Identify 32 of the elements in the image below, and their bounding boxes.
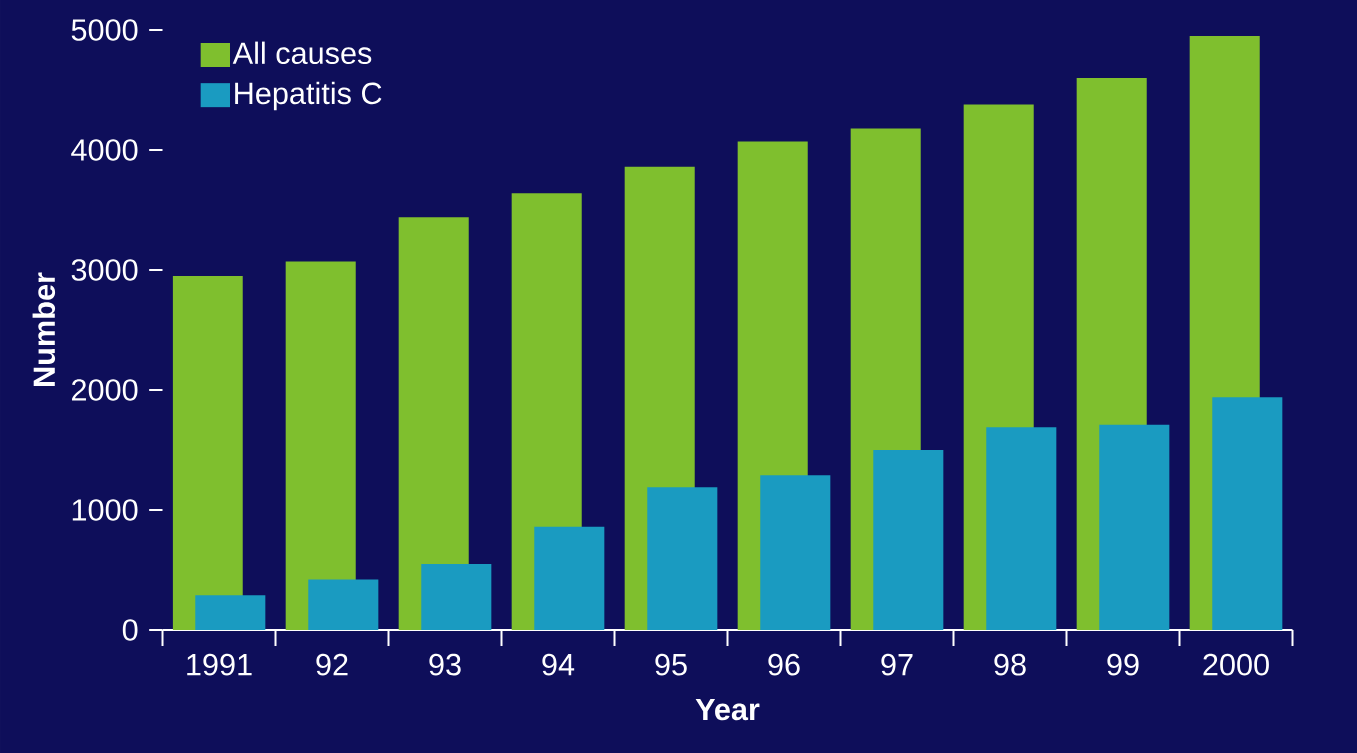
x-tick-label: 95	[655, 653, 687, 676]
y-tick-label: 2000	[72, 379, 138, 401]
bar	[986, 427, 1057, 630]
bar	[308, 579, 379, 630]
x-tick-label: 2000	[1203, 653, 1269, 676]
bar	[534, 526, 605, 630]
x-tick-label: 92	[316, 653, 348, 676]
bar	[760, 475, 831, 630]
x-tick-label: 99	[1107, 653, 1139, 676]
y-tick-label: 4000	[71, 139, 138, 161]
bar	[195, 595, 266, 630]
legend-label: All causes	[232, 41, 372, 65]
y-tick-label: 1000	[72, 499, 138, 521]
y-tick-label: 0	[122, 619, 138, 641]
bar	[647, 487, 718, 630]
y-tick-label: 3000	[71, 259, 138, 281]
legend-label: Hepatitis C	[235, 81, 382, 111]
x-tick-label: 94	[542, 653, 575, 676]
y-tick-label: 5000	[71, 19, 138, 41]
y-axis-title: Number	[32, 272, 56, 386]
bar	[421, 563, 492, 630]
x-tick-label: 1991	[187, 653, 252, 676]
bar	[1099, 424, 1170, 630]
bar	[285, 261, 356, 630]
x-tick-label: 97	[881, 653, 913, 676]
x-tick-label: 96	[768, 653, 800, 676]
bar	[1212, 397, 1283, 630]
bar	[172, 275, 243, 630]
x-tick-label: 93	[429, 653, 461, 676]
bar	[873, 449, 944, 630]
x-tick-label: 98	[994, 653, 1026, 676]
x-axis-title: Year	[695, 698, 760, 721]
